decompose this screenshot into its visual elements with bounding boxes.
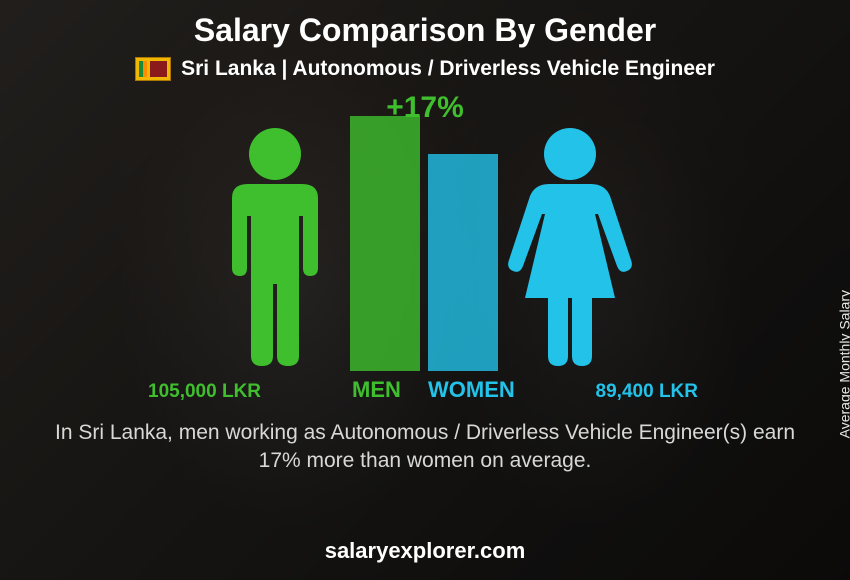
- woman-icon: [505, 126, 635, 371]
- women-bar: [428, 154, 498, 371]
- man-body: [232, 184, 318, 366]
- main-title: Salary Comparison By Gender: [0, 0, 850, 49]
- men-salary-value: 105,000 LKR: [148, 381, 261, 403]
- women-label: WOMEN: [428, 377, 515, 403]
- men-bar: [350, 116, 420, 371]
- y-axis-label: Average Monthly Salary: [836, 290, 850, 438]
- woman-body: [508, 184, 632, 366]
- woman-head: [544, 128, 596, 180]
- infographic-container: Salary Comparison By Gender Sri Lanka | …: [0, 0, 850, 580]
- man-icon: [210, 126, 340, 371]
- description-text: In Sri Lanka, men working as Autonomous …: [0, 411, 850, 476]
- subtitle: Sri Lanka | Autonomous / Driverless Vehi…: [181, 57, 715, 81]
- sri-lanka-flag-icon: [135, 57, 171, 81]
- men-label: MEN: [352, 377, 401, 403]
- women-salary-value: 89,400 LKR: [596, 381, 698, 403]
- chart-area: +17% 105,000 LKR MEN WOMEN 89,400 LKR: [0, 91, 850, 411]
- man-head: [249, 128, 301, 180]
- subtitle-row: Sri Lanka | Autonomous / Driverless Vehi…: [0, 57, 850, 81]
- footer-source: salaryexplorer.com: [0, 538, 850, 564]
